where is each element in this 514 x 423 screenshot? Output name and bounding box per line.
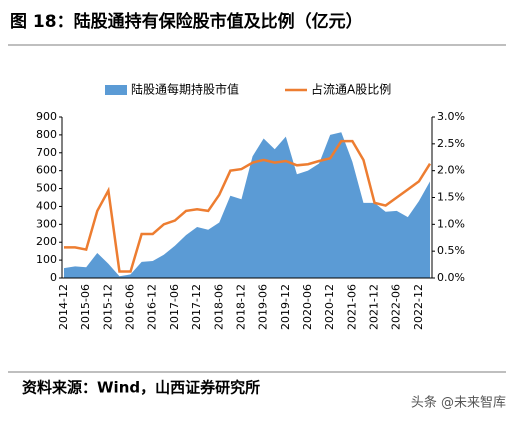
y-tick-label: 700 (36, 146, 57, 159)
legend-swatch (105, 85, 127, 95)
title: 图 18：陆股通持有保险股市值及比例（亿元） (10, 11, 363, 32)
legend-label: 陆股通每期持股市值 (131, 82, 239, 97)
x-tick-label: 2015-12 (101, 284, 114, 330)
area (64, 132, 430, 278)
y-tick-label: 400 (36, 199, 57, 212)
y-tick-label: 900 (36, 110, 57, 123)
y-tick-label: 200 (36, 235, 57, 248)
y2-tick-label: 0.5% (437, 244, 465, 257)
x-tick-label: 2022-12 (412, 284, 425, 330)
x-tick-label: 2016-12 (146, 284, 159, 330)
x-tick-label: 2022-06 (390, 284, 403, 330)
x-tick-label: 2016-06 (124, 284, 137, 330)
x-tick-label: 2021-06 (345, 284, 358, 330)
x-tick-label: 2019-06 (257, 284, 270, 330)
y2-tick-label: 1.5% (437, 191, 465, 204)
y-tick-label: 100 (36, 253, 57, 266)
y-tick-label: 800 (36, 128, 57, 141)
x-tick-label: 2017-06 (168, 284, 181, 330)
x-tick-label: 2017-12 (190, 284, 203, 330)
y2-tick-label: 2.5% (437, 137, 465, 150)
y2-tick-label: 1.0% (437, 217, 465, 230)
source: 资料来源：Wind，山西证券研究所 (22, 379, 260, 397)
watermark: 头条 @未来智库 (411, 395, 506, 411)
y-tick-label: 600 (36, 164, 57, 177)
x-tick-label: 2020-06 (301, 284, 314, 330)
y-tick-label: 0 (50, 271, 57, 284)
legend-label: 占流通A股比例 (311, 82, 391, 97)
y2-tick-label: 2.0% (437, 164, 465, 177)
y-tick-label: 500 (36, 182, 57, 195)
x-tick-label: 2020-12 (323, 284, 336, 330)
x-tick-label: 2015-06 (79, 284, 92, 330)
x-tick-label: 2018-12 (234, 284, 247, 330)
x-tick-label: 2018-06 (212, 284, 225, 330)
x-tick-label: 2014-12 (57, 284, 70, 330)
line (64, 139, 432, 273)
y-tick-label: 300 (36, 217, 57, 230)
x-tick-label: 2019-12 (279, 284, 292, 330)
y2-tick-label: 3.0% (437, 110, 465, 123)
y2-tick-label: 0.0% (437, 271, 465, 284)
x-tick-label: 2021-12 (368, 284, 381, 330)
